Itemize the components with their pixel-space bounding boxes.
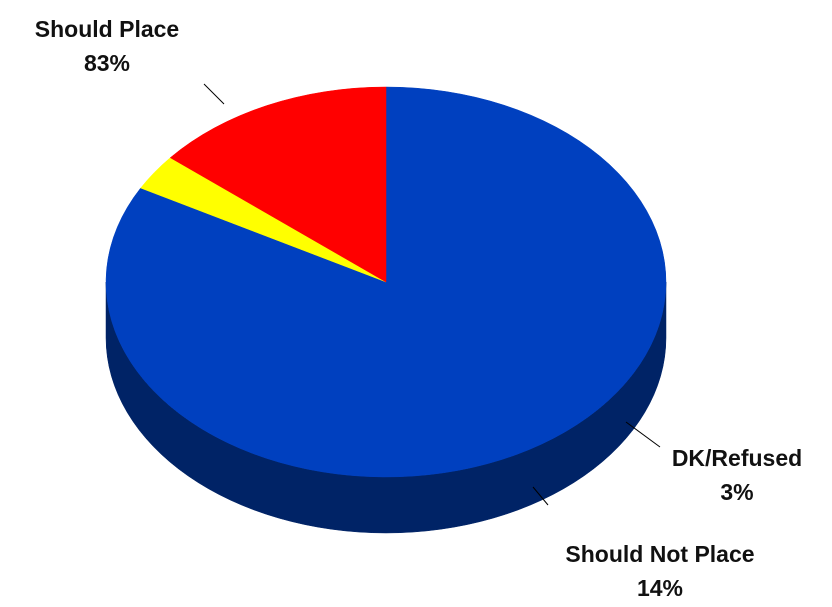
pie-slice-should-not-place xyxy=(169,86,387,283)
leader-dk-refused xyxy=(625,421,661,448)
label-should-not-place-name: Should Not Place xyxy=(565,541,755,567)
pie-tops xyxy=(105,86,667,478)
label-dk-refused-value: 3% xyxy=(720,479,754,505)
label-should-place-value: 83% xyxy=(83,50,131,76)
leader-lines xyxy=(203,83,661,506)
label-dk-refused-name: DK/Refused xyxy=(671,445,803,471)
label-dk-refused: DK/Refused 3% xyxy=(652,441,822,509)
label-should-not-place: Should Not Place 14% xyxy=(535,537,785,605)
leader-should-place xyxy=(203,83,225,105)
leader-should-not-place xyxy=(532,486,549,506)
label-should-place: Should Place 83% xyxy=(12,12,202,80)
label-should-not-place-value: 14% xyxy=(636,575,684,601)
label-should-place-name: Should Place xyxy=(34,16,180,42)
